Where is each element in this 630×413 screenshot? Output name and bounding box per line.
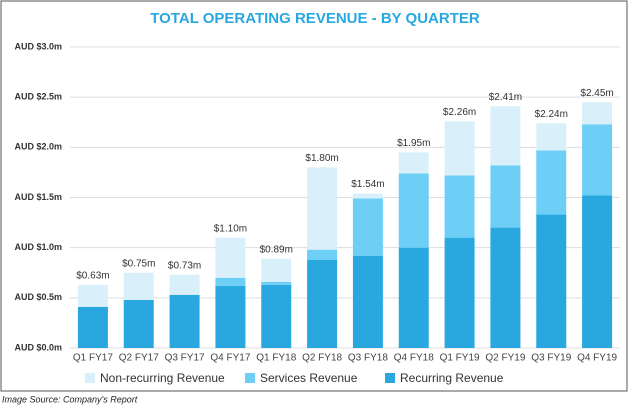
legend-label: Recurring Revenue [400,371,504,385]
bar-segment [352,255,383,348]
x-tick-label: Q4 FY19 [577,353,617,364]
bar-segment [261,281,292,285]
total-label: $1.10m [214,223,247,234]
total-label: $0.73m [168,260,201,271]
bar-segment [444,175,475,238]
legend-swatch [85,373,95,383]
total-label: $2.26m [443,107,476,118]
y-tick-label: AUD $2.0m [14,142,62,152]
x-tick-label: Q2 FY17 [119,353,159,364]
bar-segment [261,284,292,348]
bar-segment [444,121,475,176]
bar-segment [77,306,108,348]
bar-segment [77,284,108,307]
bar-segment [307,249,338,260]
bar-segment [398,247,429,348]
y-tick-label: AUD $0.0m [14,342,62,352]
x-tick-label: Q2 FY18 [302,353,342,364]
bar-segment [215,285,246,348]
y-tick-label: AUD $1.0m [14,242,62,252]
total-label: $2.45m [580,88,613,99]
chart-title: TOTAL OPERATING REVENUE - BY QUARTER [150,10,480,27]
total-label: $0.63m [76,270,109,281]
bar-segment [169,274,200,295]
y-tick-label: AUD $0.5m [14,292,62,302]
bar-segment [123,299,154,348]
bar-segment [352,198,383,256]
bar-segment [536,123,567,151]
x-tick-label: Q1 FY19 [440,353,480,364]
bar-segment [536,150,567,215]
bar-segment [398,152,429,174]
bar-segment [582,124,613,196]
bar-segment [490,106,521,166]
total-label: $1.95m [397,138,430,149]
total-label: $2.41m [489,92,522,103]
total-label: $0.75m [122,258,155,269]
bar-segment [536,214,567,348]
bar-segment [582,102,613,125]
bar-segment [490,227,521,348]
x-tick-label: Q3 FY17 [165,353,205,364]
bar-segment [307,167,338,250]
bar-segment [490,165,521,228]
x-tick-label: Q4 FY17 [210,353,250,364]
y-tick-label: AUD $2.5m [14,92,62,102]
bar-segment [123,272,154,300]
x-tick-label: Q2 FY19 [485,353,525,364]
total-label: $2.24m [535,109,568,120]
bar-segment [444,237,475,348]
bar-segment [261,258,292,282]
bar-segment [582,195,613,348]
legend-swatch [385,373,395,383]
y-tick-label: AUD $1.5m [14,192,62,202]
legend-label: Services Revenue [260,371,358,385]
source-note: Image Source: Company's Report [2,394,138,404]
x-tick-label: Q4 FY18 [394,353,434,364]
bar-segment [169,294,200,348]
total-label: $1.54m [351,179,384,190]
bar-segment [215,237,246,278]
x-tick-label: Q3 FY19 [531,353,571,364]
legend-label: Non-recurring Revenue [100,371,225,385]
x-tick-label: Q3 FY18 [348,353,388,364]
total-label: $1.80m [305,153,338,164]
bar-segment [215,277,246,286]
legend-swatch [245,373,255,383]
bar-segment [307,259,338,348]
bar-segment [352,193,383,199]
total-label: $0.89m [260,244,293,255]
x-tick-label: Q1 FY18 [256,353,296,364]
y-tick-label: AUD $3.0m [14,41,62,51]
bar-segment [398,173,429,248]
x-tick-label: Q1 FY17 [73,353,113,364]
